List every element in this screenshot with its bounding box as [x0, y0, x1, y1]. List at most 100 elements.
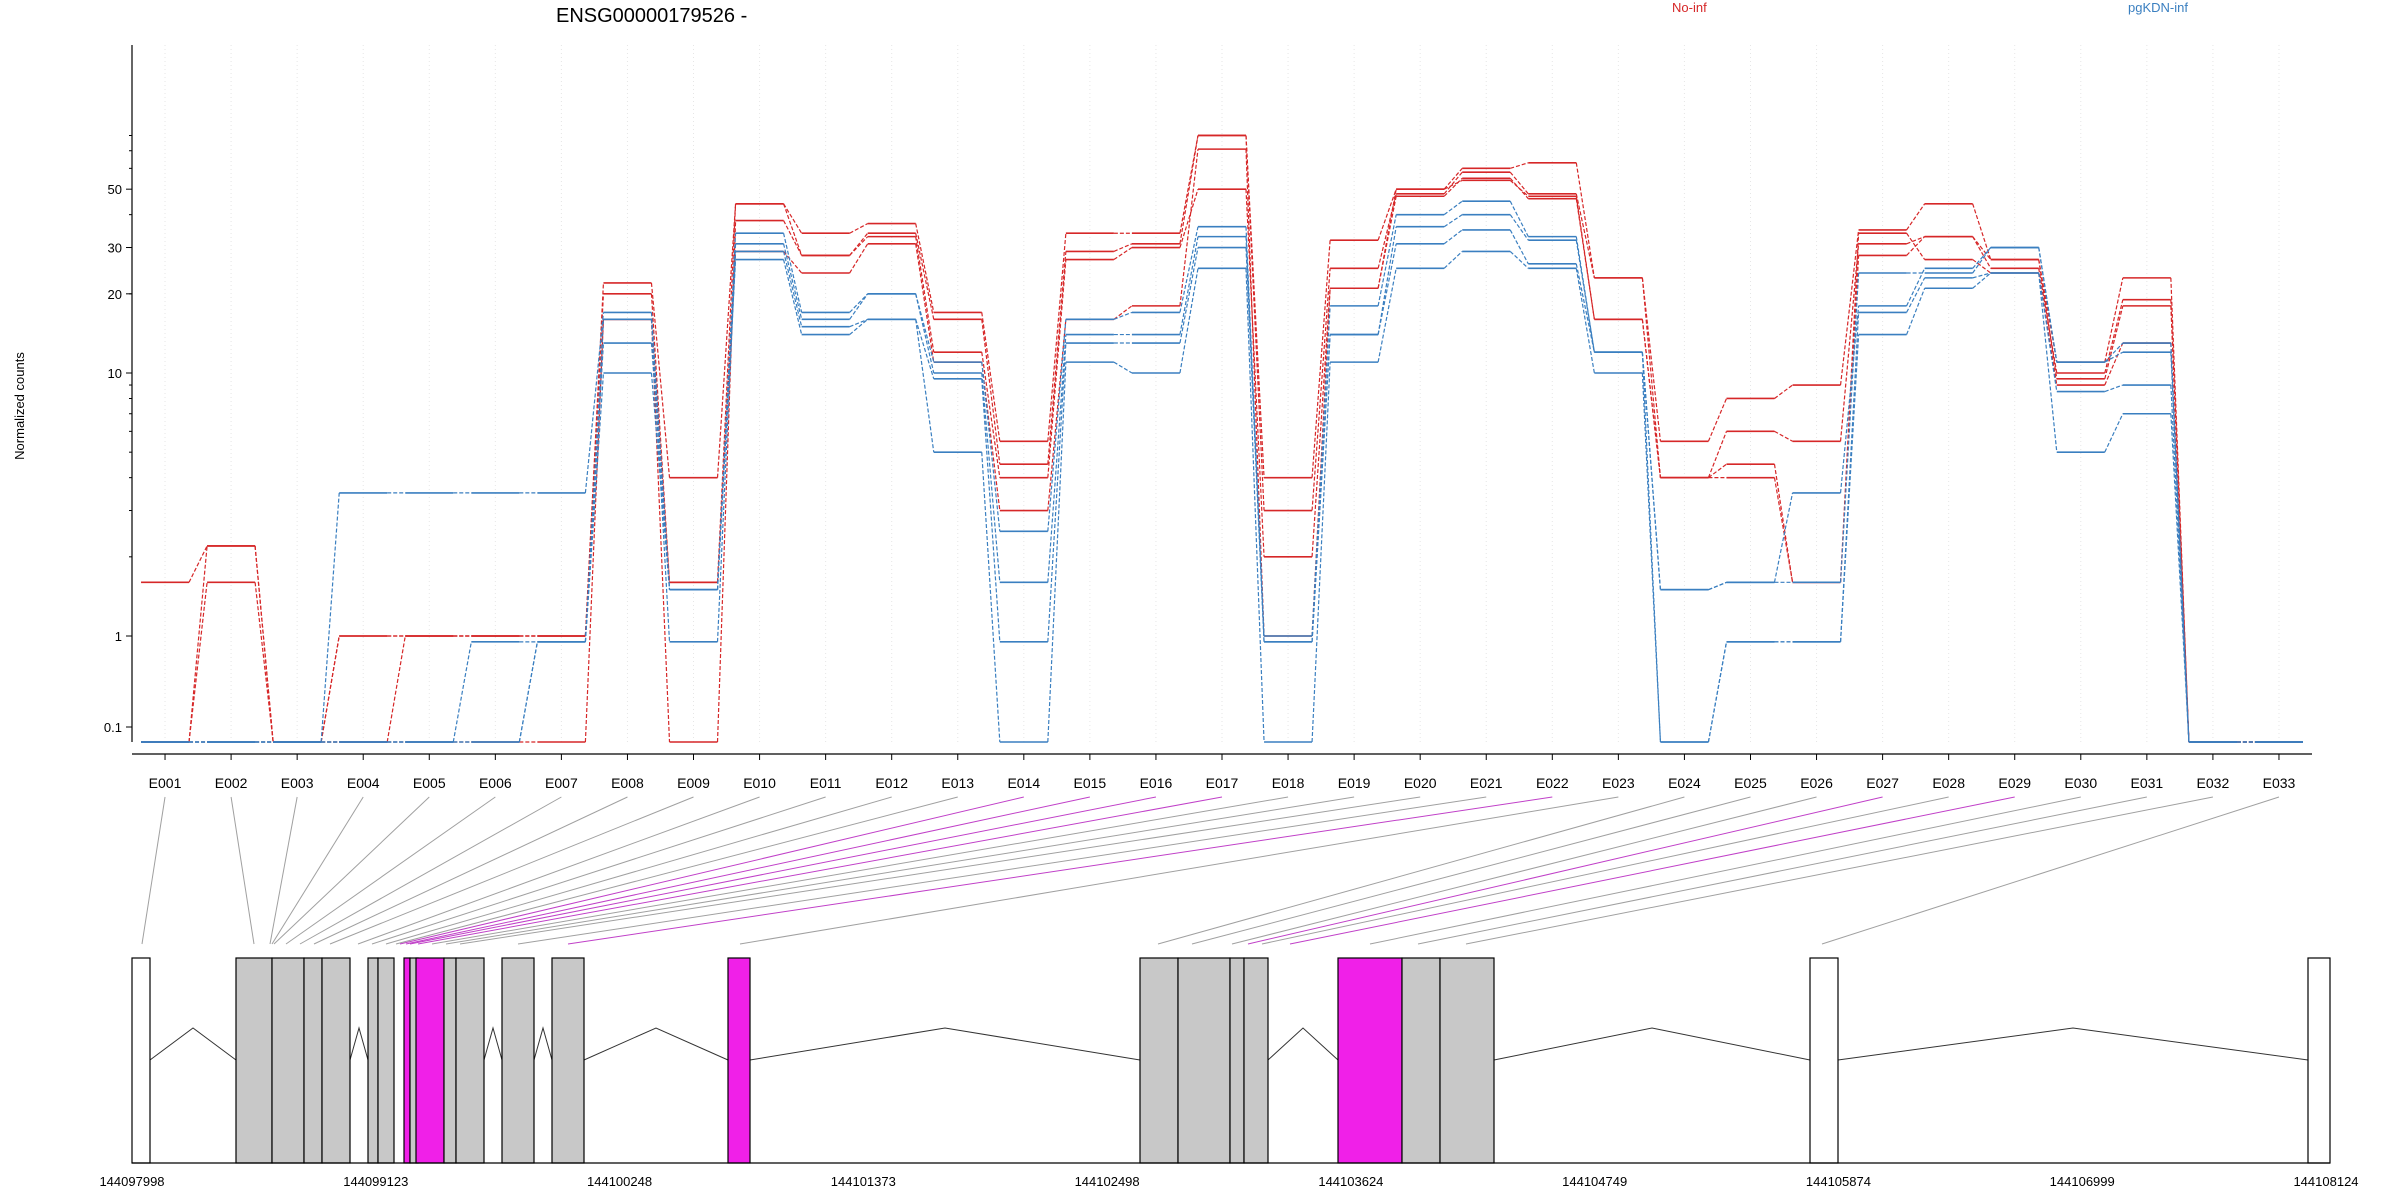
transition-line: [452, 641, 472, 743]
coordinate-label: 144105874: [1806, 1174, 1871, 1189]
exon-connector: [230, 796, 255, 945]
transition-line: [1972, 247, 1992, 274]
transition-line: [1113, 247, 1133, 261]
transition-line: [782, 259, 803, 335]
transition-line: [1575, 268, 1595, 374]
transition-line: [584, 319, 605, 743]
exon-block: [1229, 957, 1245, 1164]
exon-label: E012: [875, 775, 908, 791]
transition-line: [915, 319, 935, 380]
transition-line: [1839, 305, 1860, 493]
transition-line: [915, 233, 935, 320]
x-axis: E001 E002 E003 E004 E005 E006 E007 E008 E009 E010…: [132, 753, 2312, 791]
transition-line: [2038, 247, 2058, 363]
exon-label: E029: [1998, 775, 2031, 791]
transition-line: [320, 635, 340, 743]
transition-line: [1839, 233, 1860, 583]
y-axis-label: Normalized counts: [12, 352, 27, 460]
transition-line: [1047, 334, 1067, 583]
transition-line: [2038, 272, 2058, 453]
transition-line: [1377, 189, 1397, 289]
coordinate-label: 144099123: [343, 1174, 408, 1189]
exon-label: E016: [1140, 775, 1173, 791]
exon-label: E026: [1800, 775, 1833, 791]
transition-line: [2104, 342, 2124, 363]
transition-line: [783, 251, 803, 274]
transition-line: [2104, 342, 2124, 386]
transition-line: [1245, 268, 1265, 743]
transition-line: [1707, 641, 1728, 743]
exon-connector: [299, 796, 562, 945]
coordinate-label: 144102498: [1075, 1174, 1140, 1189]
transition-line: [1509, 179, 1529, 197]
transition-line: [254, 545, 274, 743]
exon-connector: [431, 796, 1289, 945]
transition-line: [1972, 272, 1992, 289]
exon-highlight: [727, 957, 751, 1164]
transition-line: [1047, 319, 1067, 511]
transition-line: [1510, 162, 1529, 169]
transition-line: [2170, 352, 2190, 743]
coordinate-label: 144100248: [587, 1174, 652, 1189]
transition-line: [1906, 236, 1925, 245]
transition-line: [1113, 243, 1133, 252]
transition-line: [1311, 362, 1331, 743]
exon-connector: [357, 796, 760, 945]
coordinate-label: 144108124: [2293, 1174, 2358, 1189]
coordinate-label: 144104749: [1562, 1174, 1627, 1189]
transition-line: [915, 236, 935, 353]
exon-label: E027: [1866, 775, 1899, 791]
transition-line: [915, 243, 935, 363]
transition-line: [1377, 193, 1397, 269]
intron: [533, 1026, 553, 1061]
transition-line: [1575, 162, 1595, 278]
coordinate-label: 144097998: [99, 1174, 164, 1189]
transition-line: [1311, 288, 1331, 557]
transition-line: [716, 203, 737, 478]
transition-line: [2104, 299, 2124, 374]
transition-line: [716, 251, 737, 642]
exon-highlight: [403, 957, 411, 1164]
coordinate-label: 144103624: [1318, 1174, 1383, 1189]
exon-connector: [1821, 796, 2280, 945]
exon-label: E010: [743, 775, 776, 791]
transition-line: [1509, 171, 1529, 195]
exon-label: E004: [347, 775, 380, 791]
transition-line: [1179, 188, 1199, 248]
exon-connector: [395, 796, 958, 945]
exon-connector: [409, 796, 1157, 945]
intron: [749, 1027, 1141, 1061]
transition-line: [1047, 319, 1067, 532]
exon-label: E030: [2064, 775, 2097, 791]
transition-line: [1179, 135, 1199, 234]
transition-line: [2104, 305, 2124, 380]
transition-line: [584, 312, 605, 493]
transition-line: [1641, 372, 1662, 743]
exon-connectors: [141, 796, 2280, 945]
series-pgkdn-inf-8: [141, 250, 2303, 743]
transition-line: [188, 545, 208, 743]
exon-connector: [141, 796, 166, 945]
transition-line: [1113, 311, 1133, 320]
transition-line: [1575, 196, 1595, 320]
series-lines: [141, 134, 2303, 743]
transition-line: [1773, 492, 1794, 583]
transition-line: [1708, 463, 1727, 479]
exon-label: E015: [1074, 775, 1107, 791]
transition-line: [1906, 268, 1926, 307]
transition-line: [1906, 288, 1926, 335]
transition-line: [981, 452, 1001, 743]
exon-connector: [271, 796, 364, 945]
transition-line: [981, 352, 1001, 478]
exon-connector: [517, 796, 1487, 945]
exon-connector: [567, 796, 1553, 945]
exon-block: [501, 957, 535, 1164]
transition-line: [1179, 149, 1199, 306]
exon-label: E008: [611, 775, 644, 791]
exon-connector: [273, 796, 430, 945]
series-pgkdn-inf-5: [141, 200, 2303, 743]
exon-block: [1139, 957, 1179, 1164]
exon-connector: [1417, 796, 2147, 945]
transition-line: [1641, 319, 1662, 478]
transition-line: [1179, 135, 1199, 244]
